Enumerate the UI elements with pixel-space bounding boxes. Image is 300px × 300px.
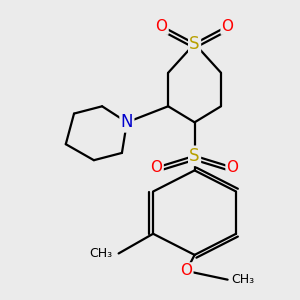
Text: O: O — [226, 160, 238, 175]
Text: S: S — [189, 147, 200, 165]
Text: O: O — [156, 19, 168, 34]
Text: O: O — [180, 263, 192, 278]
Text: N: N — [121, 113, 133, 131]
Text: CH₃: CH₃ — [231, 273, 254, 286]
Text: O: O — [151, 160, 163, 175]
Text: CH₃: CH₃ — [89, 247, 112, 260]
Text: S: S — [189, 34, 200, 52]
Text: O: O — [222, 19, 234, 34]
